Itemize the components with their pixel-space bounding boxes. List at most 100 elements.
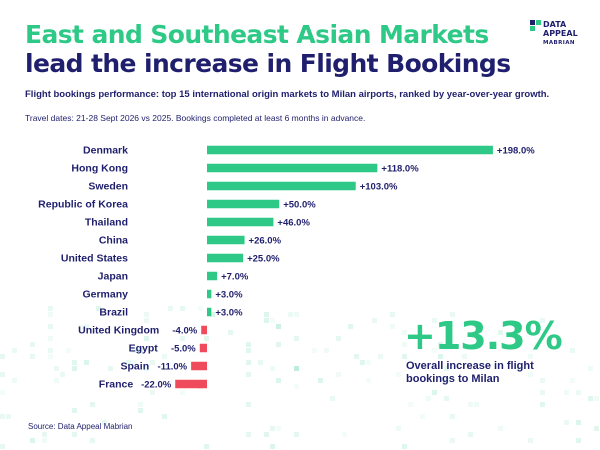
pattern-pixel (144, 336, 149, 341)
pattern-pixel (264, 318, 269, 323)
pattern-pixel (444, 378, 449, 383)
pattern-pixel (444, 396, 449, 401)
pattern-pixel (576, 420, 581, 425)
pattern-pixel (516, 366, 521, 371)
pattern-pixel (330, 396, 335, 401)
pattern-pixel (336, 336, 341, 341)
pattern-pixel (540, 402, 545, 407)
pattern-pixel (162, 354, 167, 359)
pattern-pixel (246, 402, 251, 407)
pattern-pixel (48, 306, 53, 311)
pattern-pixel (396, 372, 401, 377)
value-label: +46.0% (277, 218, 310, 229)
pattern-pixel (72, 366, 77, 371)
pattern-pixel (72, 432, 77, 437)
pattern-pixel (528, 438, 533, 443)
pattern-pixel (450, 438, 455, 443)
value-label: +198.0% (497, 146, 535, 157)
pattern-pixel (96, 306, 101, 311)
pattern-pixel (288, 312, 293, 317)
pattern-pixel (0, 444, 5, 449)
value-label: -4.0% (172, 326, 197, 337)
pattern-pixel (276, 426, 281, 431)
bar (207, 217, 274, 227)
pattern-pixel (132, 348, 137, 353)
chart-note: Travel dates: 21-28 Sept 2026 vs 2025. B… (25, 113, 366, 123)
pattern-pixel (588, 396, 593, 401)
pattern-pixel (294, 336, 299, 341)
pattern-pixel (588, 366, 593, 371)
pattern-pixel (366, 360, 371, 365)
pattern-pixel (402, 354, 407, 359)
pattern-pixel (372, 318, 377, 323)
pattern-pixel (498, 330, 503, 335)
value-label: +7.0% (221, 272, 249, 283)
pattern-pixel (534, 342, 539, 347)
pattern-pixel (276, 324, 281, 329)
title-line-1: East and Southeast Asian Markets (25, 20, 489, 49)
pattern-pixel (270, 426, 275, 431)
pattern-pixel (564, 420, 569, 425)
bar (207, 289, 212, 299)
pattern-pixel (294, 432, 299, 437)
pattern-pixel (48, 324, 53, 329)
category-label: Egypt (129, 343, 159, 355)
pattern-pixel (84, 360, 89, 365)
category-label: United States (61, 253, 128, 265)
pattern-pixel (270, 366, 275, 371)
pattern-pixel (102, 420, 107, 425)
pattern-pixel (138, 408, 143, 413)
pattern-pixel (318, 378, 323, 383)
pattern-pixel (468, 432, 473, 437)
category-label: Denmark (83, 145, 128, 157)
pattern-pixel (402, 342, 407, 347)
pattern-pixel (54, 378, 59, 383)
bar (207, 181, 356, 191)
pattern-pixel (54, 366, 59, 371)
kpi-label: Overall increase in flight bookings to M… (406, 360, 534, 385)
pattern-pixel (438, 354, 443, 359)
bar (207, 145, 493, 155)
pattern-pixel (276, 342, 281, 347)
pattern-pixel (0, 390, 5, 395)
bar (207, 307, 212, 317)
pattern-pixel (444, 366, 449, 371)
value-label: -11.0% (158, 362, 188, 373)
pattern-pixel (246, 432, 251, 437)
pattern-pixel (528, 354, 533, 359)
category-label: Brazil (99, 307, 128, 319)
pattern-pixel (294, 312, 299, 317)
pattern-pixel (564, 390, 569, 395)
pattern-pixel (264, 312, 269, 317)
category-label: United Kingdom (78, 325, 159, 337)
category-label: Republic of Korea (38, 199, 128, 211)
value-label: -22.0% (141, 380, 172, 391)
pattern-pixel (270, 444, 275, 449)
pattern-pixel (180, 390, 185, 395)
pattern-pixel (420, 414, 425, 419)
value-label: +3.0% (215, 290, 243, 301)
category-label: Japan (98, 271, 128, 283)
pattern-pixel (576, 438, 581, 443)
pattern-pixel (6, 414, 11, 419)
pattern-pixel (294, 384, 299, 389)
pattern-pixel (48, 336, 53, 341)
value-label: +50.0% (283, 200, 316, 211)
pattern-pixel (66, 348, 71, 353)
pattern-pixel (72, 408, 77, 413)
pattern-pixel (180, 306, 185, 311)
pattern-pixel (246, 342, 251, 347)
pattern-pixel (150, 390, 155, 395)
pattern-pixel (276, 378, 281, 383)
pattern-pixel (84, 324, 89, 329)
pattern-pixel (402, 444, 407, 449)
pattern-pixel (0, 414, 5, 419)
value-label: +25.0% (247, 254, 280, 265)
pattern-pixel (570, 378, 575, 383)
pattern-pixel (576, 390, 581, 395)
brand-wordmark: DATA APPEAL MABRIAN (543, 20, 578, 48)
category-label: China (99, 235, 128, 247)
pattern-pixel (312, 348, 317, 353)
pattern-pixel (90, 438, 95, 443)
